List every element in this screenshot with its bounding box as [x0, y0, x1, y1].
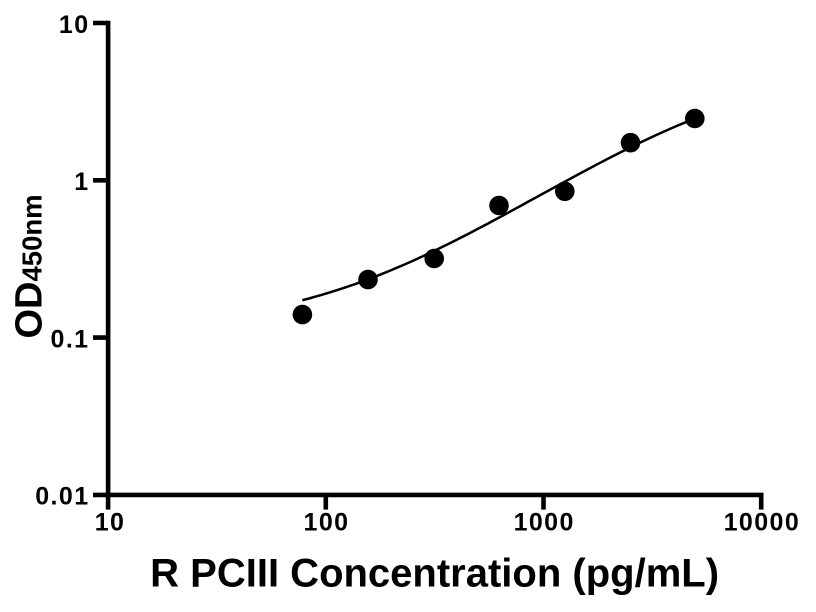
svg-text:100: 100	[304, 509, 350, 537]
svg-text:0.01: 0.01	[35, 483, 89, 511]
svg-text:1000: 1000	[514, 509, 575, 537]
svg-text:0.1: 0.1	[51, 325, 90, 353]
svg-text:1: 1	[74, 168, 89, 196]
svg-text:R PCIII Concentration (pg/mL): R PCIII Concentration (pg/mL)	[150, 552, 719, 596]
svg-text:10000: 10000	[724, 509, 801, 537]
svg-text:10: 10	[59, 11, 90, 39]
svg-text:10: 10	[95, 509, 126, 537]
